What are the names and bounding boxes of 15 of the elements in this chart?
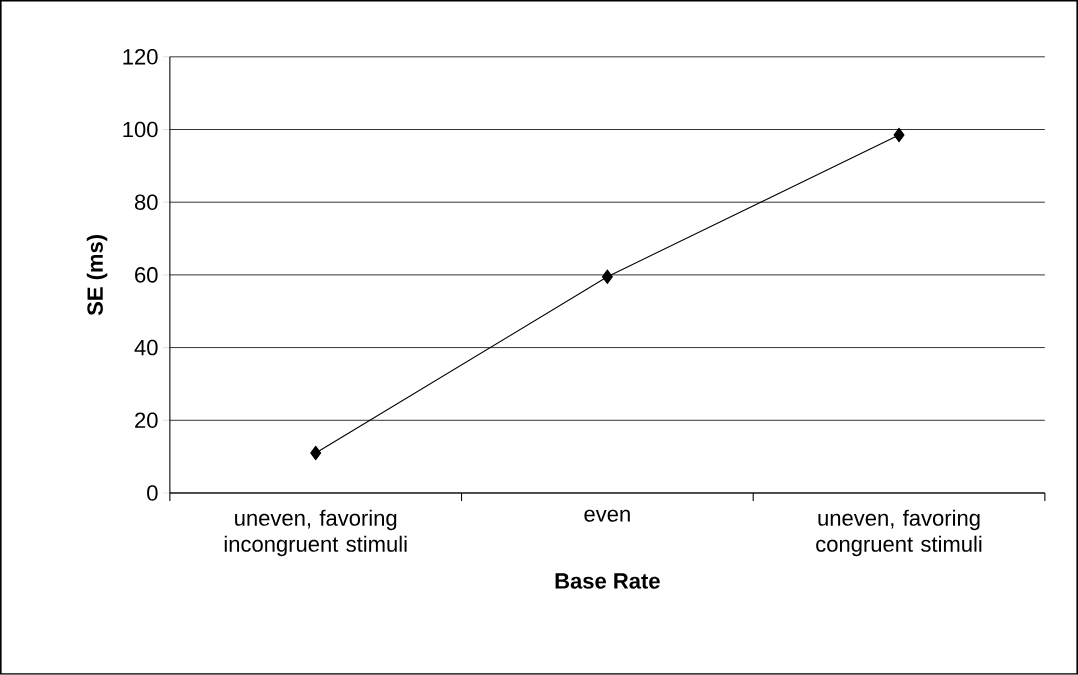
y-tick-label: 100 — [123, 121, 158, 138]
x-tick-label: even — [584, 509, 630, 522]
x-tick-label: uneven, favoring incongruent stimuli — [224, 509, 407, 557]
y-tick-label: 0 — [147, 485, 158, 501]
y-tick-label: 120 — [123, 49, 158, 65]
y-tick-label: 80 — [134, 194, 158, 211]
point — [601, 269, 613, 284]
y-axis-title: SE (ms) — [86, 235, 108, 316]
x-tick-label: uneven, favoring congruent stimuli — [816, 509, 982, 557]
x-axis-title: Base Rate — [555, 573, 660, 589]
y-tick-label: 20 — [135, 412, 158, 429]
y-tick-label: 40 — [134, 339, 158, 356]
point — [893, 127, 905, 143]
point — [310, 445, 322, 461]
y-tick-label: 60 — [135, 267, 158, 283]
